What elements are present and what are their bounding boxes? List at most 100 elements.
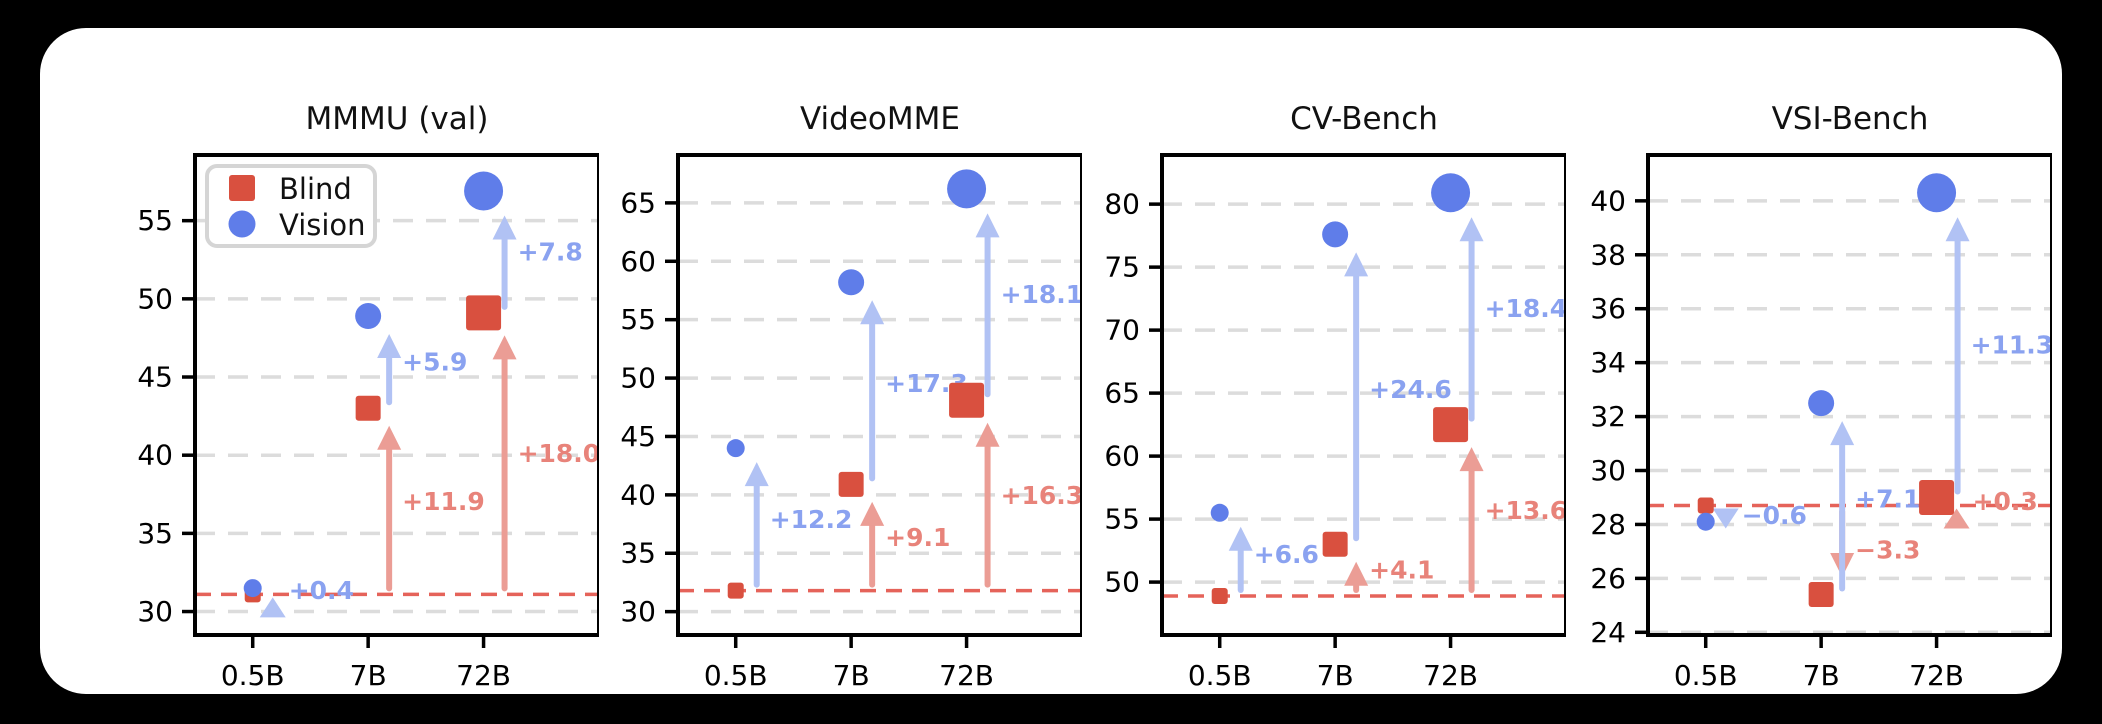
x-tick-label: 72B xyxy=(1423,659,1478,692)
x-tick-label: 7B xyxy=(350,659,387,692)
vision-gain-72B-arrowhead xyxy=(975,213,1000,238)
vision-marker-0.5B xyxy=(1696,512,1715,531)
panel-vsi-bench: VSI-Bench 24 26 28 30 32 34 36 38 40 0.5B 7B 72B −3.3… xyxy=(1590,101,2052,692)
vision-marker-7B xyxy=(355,303,382,330)
y-tick-label: 40 xyxy=(620,478,656,511)
vision-marker-0.5B xyxy=(726,439,745,458)
blind-gain-72B-arrowhead xyxy=(975,422,1000,447)
blind-gain-7B-delta-label: −3.3 xyxy=(1855,536,1920,565)
blind-marker-7B xyxy=(1322,531,1348,557)
chart-title: MMMU (val) xyxy=(306,101,489,137)
y-tick-label: 50 xyxy=(1104,566,1140,599)
panel-cv-bench: CV-Bench 50 55 60 65 70 75 80 0.5B 7B 72B +4.1 +13.6… xyxy=(1104,101,1566,692)
y-tick-label: 45 xyxy=(137,361,173,394)
y-tick-label: 28 xyxy=(1590,508,1626,541)
chart-title: VSI-Bench xyxy=(1772,101,1929,137)
figure-card: MMMU (val) 30 35 40 45 50 55 0.5B 7B 72B +11.9 +18.… xyxy=(40,28,2062,694)
blind-marker-0.5B xyxy=(1211,587,1228,604)
vision-gain-72B-arrowhead xyxy=(1459,217,1484,242)
blind-gain-72B-arrowhead xyxy=(1459,447,1484,472)
blind-marker-7B xyxy=(838,471,864,497)
vision-marker-7B xyxy=(1808,390,1835,417)
y-tick-label: 40 xyxy=(1590,184,1626,217)
vision-marker-0.5B xyxy=(1210,503,1229,522)
blind-gain-7B-delta-label: +9.1 xyxy=(885,523,950,552)
y-tick-label: 50 xyxy=(137,282,173,315)
vision-gain-72B-arrowhead xyxy=(492,215,517,240)
vision-gain-7B-delta-label: +24.6 xyxy=(1369,375,1452,404)
legend-vision-label: Vision xyxy=(279,208,366,242)
vision-marker-72B xyxy=(1431,173,1471,213)
blind-marker-72B xyxy=(1433,407,1469,443)
plot-border xyxy=(1160,153,1566,637)
vision-gain-72B-delta-label: +11.3 xyxy=(1971,331,2052,360)
blind-gain-72B-tiny-arrowhead xyxy=(1943,508,1970,529)
vision-gain-72B-arrowhead xyxy=(1945,217,1970,242)
blind-gain-7B-delta-label: +11.9 xyxy=(402,487,485,516)
y-tick-label: 32 xyxy=(1590,400,1626,433)
blind-marker-0.5B xyxy=(727,582,744,599)
chart-title: CV-Bench xyxy=(1290,101,1438,137)
blind-gain-7B-arrowhead xyxy=(1344,561,1369,586)
y-tick-label: 24 xyxy=(1590,616,1626,649)
y-tick-label: 38 xyxy=(1590,238,1626,271)
y-tick-label: 34 xyxy=(1590,346,1626,379)
blind-gain-72B-delta-label: +0.3 xyxy=(1973,487,2038,516)
vision-gain-0.5B-tiny-arrowhead xyxy=(259,597,286,618)
y-tick-label: 75 xyxy=(1104,251,1140,284)
vision-marker-72B xyxy=(947,169,987,209)
vision-marker-0.5B xyxy=(243,579,262,598)
y-tick-label: 35 xyxy=(137,517,173,550)
vision-gain-0.5B-delta-label: +0.4 xyxy=(289,576,354,605)
vision-gain-7B-arrowhead xyxy=(860,300,885,325)
y-tick-label: 55 xyxy=(137,204,173,237)
blind-marker-0.5B xyxy=(1697,497,1714,514)
x-tick-label: 0.5B xyxy=(221,659,285,692)
blind-marker-7B xyxy=(1808,582,1834,608)
y-tick-label: 45 xyxy=(620,420,656,453)
x-tick-label: 72B xyxy=(1909,659,1964,692)
vision-marker-72B xyxy=(1917,173,1957,213)
y-tick-label: 60 xyxy=(620,245,656,278)
y-tick-label: 40 xyxy=(137,439,173,472)
vision-gain-0.5B-delta-label: +6.6 xyxy=(1254,540,1319,569)
vision-marker-7B xyxy=(838,269,865,296)
blind-gain-72B-delta-label: +18.0 xyxy=(518,439,599,468)
vision-gain-7B-arrowhead xyxy=(1830,421,1855,446)
legend-vision-circle-icon xyxy=(228,210,256,238)
x-tick-label: 7B xyxy=(1803,659,1840,692)
panel-videomme: VideoMME 30 35 40 45 50 55 60 65 0.5B 7B 72B +9.1 +16… xyxy=(620,101,1082,692)
y-tick-label: 26 xyxy=(1590,562,1626,595)
blind-marker-72B xyxy=(949,382,985,418)
blind-marker-7B xyxy=(355,395,381,421)
vision-gain-7B-delta-label: +7.1 xyxy=(1855,484,1920,513)
legend-blind-label: Blind xyxy=(279,172,352,206)
y-tick-label: 80 xyxy=(1104,188,1140,221)
x-tick-label: 0.5B xyxy=(1188,659,1252,692)
blind-gain-7B-delta-label: +4.1 xyxy=(1369,556,1434,585)
vision-gain-72B-delta-label: +18.1 xyxy=(1001,280,1082,309)
x-tick-label: 0.5B xyxy=(704,659,768,692)
y-tick-label: 70 xyxy=(1104,314,1140,347)
blind-marker-72B xyxy=(466,295,502,331)
vision-gain-0.5B-arrowhead xyxy=(1228,526,1253,551)
x-tick-label: 72B xyxy=(939,659,994,692)
vision-gain-72B-delta-label: +7.8 xyxy=(518,237,583,266)
y-tick-label: 35 xyxy=(620,537,656,570)
blind-gain-72B-arrowhead xyxy=(492,335,517,360)
y-tick-label: 65 xyxy=(1104,377,1140,410)
x-tick-label: 0.5B xyxy=(1674,659,1738,692)
y-tick-label: 55 xyxy=(1104,503,1140,536)
y-tick-label: 36 xyxy=(1590,292,1626,325)
vision-marker-72B xyxy=(464,171,504,211)
x-tick-label: 72B xyxy=(456,659,511,692)
y-tick-label: 65 xyxy=(620,186,656,219)
vision-gain-0.5B-arrowhead xyxy=(744,462,769,487)
vision-gain-0.5B-delta-label: −0.6 xyxy=(1742,501,1807,530)
x-tick-label: 7B xyxy=(833,659,870,692)
y-tick-label: 30 xyxy=(620,595,656,628)
vision-gain-0.5B-tiny-arrowhead xyxy=(1712,508,1739,529)
vision-gain-0.5B-delta-label: +12.2 xyxy=(770,505,853,534)
y-tick-label: 30 xyxy=(137,595,173,628)
blind-gain-7B-arrowhead xyxy=(377,425,402,450)
